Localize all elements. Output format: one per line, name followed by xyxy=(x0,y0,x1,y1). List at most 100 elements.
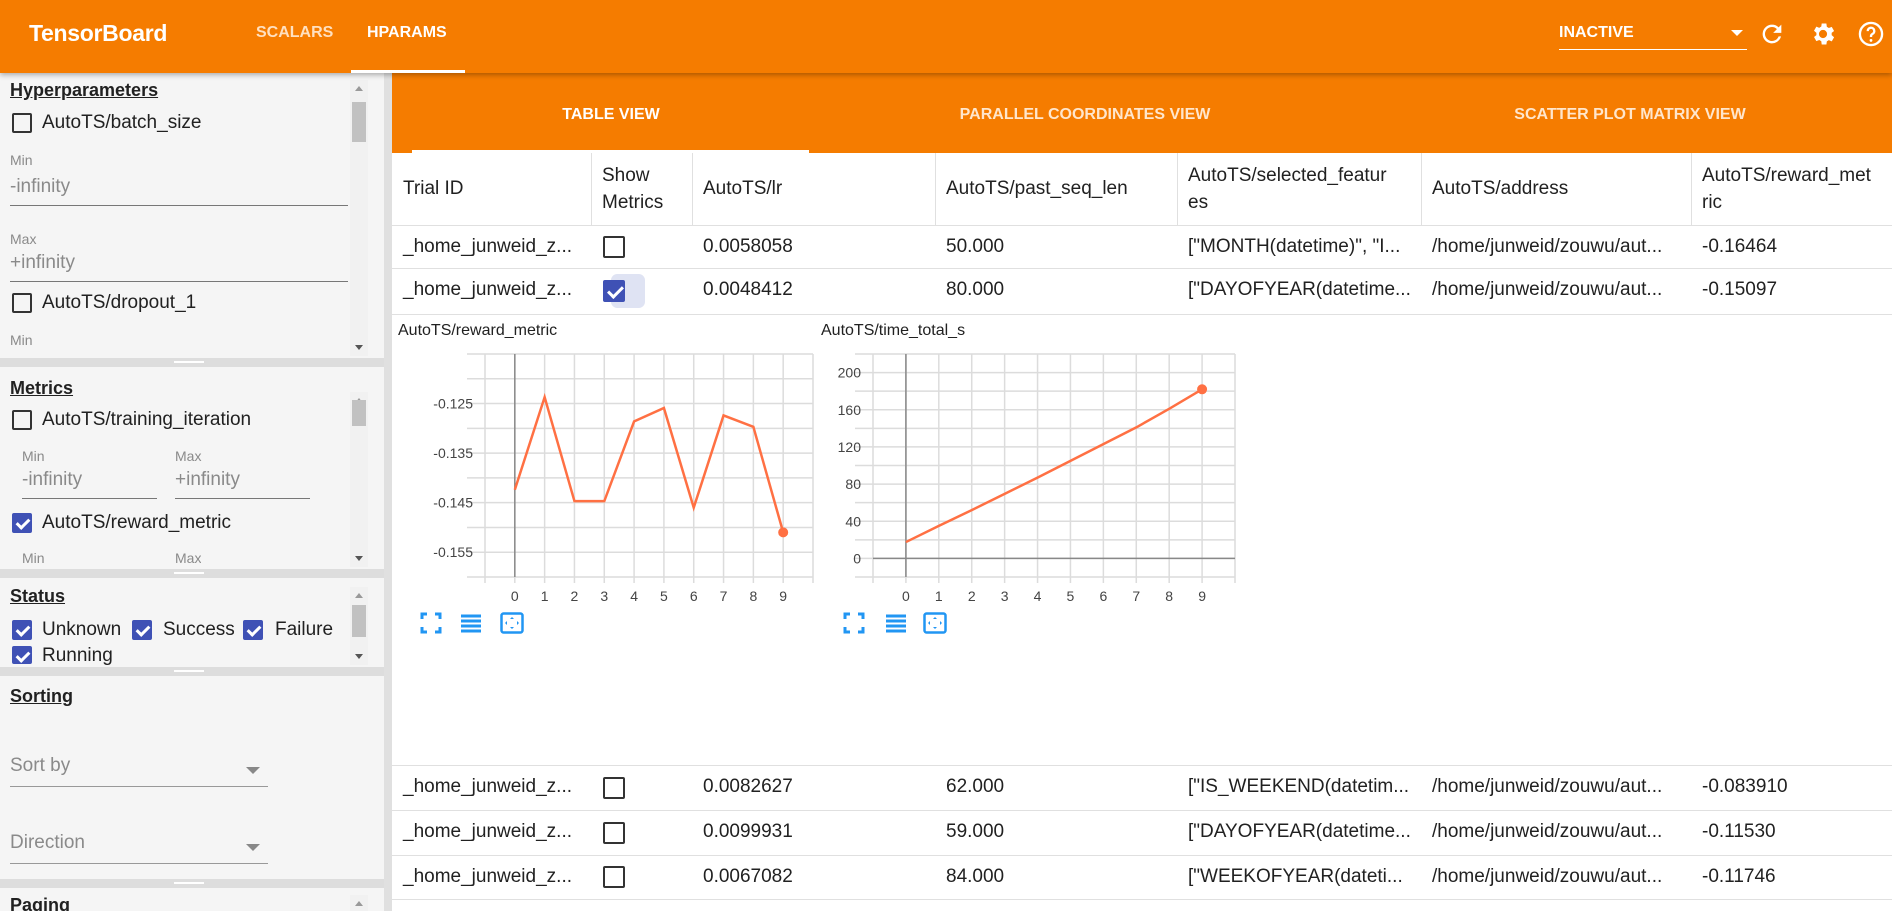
column-header-past-seq-len[interactable]: AutoTS/past_seq_len xyxy=(946,178,1128,199)
y-tick-label: 40 xyxy=(845,513,861,529)
tab-table-view[interactable]: TABLE VIEW xyxy=(562,106,660,123)
settings-icon[interactable] xyxy=(1809,20,1837,48)
x-tick-label: 1 xyxy=(541,588,549,604)
section-resize-handle[interactable] xyxy=(0,358,384,367)
x-tick-label: 6 xyxy=(1099,588,1107,604)
min-label: Min xyxy=(22,550,45,566)
x-tick-label: 7 xyxy=(720,588,728,604)
checkbox-reward-metric[interactable] xyxy=(12,513,32,533)
tab-parallel-coordinates-view[interactable]: PARALLEL COORDINATES VIEW xyxy=(959,106,1211,123)
column-header-address[interactable]: AutoTS/address xyxy=(1432,178,1569,199)
x-tick-label: 4 xyxy=(1034,588,1042,604)
active-tab-indicator xyxy=(351,70,465,73)
cell-reward: -0.15097 xyxy=(1702,279,1778,300)
x-tick-label: 0 xyxy=(902,588,910,604)
cell-lr: 0.0099931 xyxy=(703,821,793,842)
show-metrics-checkbox[interactable] xyxy=(603,821,625,844)
status-label: Unknown xyxy=(42,619,122,640)
section-resize-handle[interactable] xyxy=(0,667,384,676)
batch-size-max-input[interactable]: +infinity xyxy=(10,252,348,282)
hparam-label: AutoTS/batch_size xyxy=(42,112,202,133)
nav-tab-hparams[interactable]: HPARAMS xyxy=(367,24,447,41)
cell-lr: 0.0082627 xyxy=(703,776,793,797)
view-tabs: TABLE VIEW PARALLEL COORDINATES VIEW SCA… xyxy=(392,73,1892,153)
checkbox-status-failure[interactable] xyxy=(243,620,263,640)
show-metrics-checkbox[interactable] xyxy=(603,280,625,302)
status-heading: Status xyxy=(10,586,66,606)
row-divider xyxy=(392,810,1892,811)
nav-tab-scalars[interactable]: SCALARS xyxy=(256,24,334,41)
show-metrics-checkbox[interactable] xyxy=(603,866,625,888)
x-tick-label: 4 xyxy=(630,588,638,604)
cell-address: /home/junweid/zouwu/aut... xyxy=(1432,866,1663,887)
x-tick-label: 6 xyxy=(690,588,698,604)
show-metrics-checkbox[interactable] xyxy=(603,235,625,258)
cell-past-seq-len: 84.000 xyxy=(946,866,1005,887)
cell-reward: -0.16464 xyxy=(1702,236,1778,257)
section-resize-handle[interactable] xyxy=(0,879,384,888)
row-divider xyxy=(392,225,1892,226)
cell-reward: -0.11530 xyxy=(1702,821,1776,842)
training-iteration-min-input[interactable]: -infinity xyxy=(22,469,157,499)
run-status-select[interactable]: INACTIVE xyxy=(1559,18,1747,50)
fullscreen-icon[interactable] xyxy=(419,611,443,635)
checkbox-status-unknown[interactable] xyxy=(12,620,32,640)
metrics-scrollbar[interactable] xyxy=(350,392,368,567)
checkbox-training-iteration[interactable] xyxy=(12,410,32,430)
reward-metric-chart: -0.125 -0.135 -0.145 -0.155 0 1 2 3 4 5 6 7 8 9 xyxy=(433,353,814,604)
refresh-icon[interactable] xyxy=(1758,20,1786,48)
status-scrollbar[interactable] xyxy=(350,587,368,665)
tab-scatter-plot-matrix-view[interactable]: SCATTER PLOT MATRIX VIEW xyxy=(1514,106,1746,123)
cell-address: /home/junweid/zouwu/aut... xyxy=(1432,279,1663,300)
checkbox-dropout-1[interactable] xyxy=(12,293,32,313)
toggle-log-scale-icon[interactable] xyxy=(884,611,908,635)
help-icon[interactable] xyxy=(1857,20,1885,48)
cell-reward: -0.083910 xyxy=(1702,776,1788,797)
cell-address: /home/junweid/zouwu/aut... xyxy=(1432,236,1663,257)
cell-address: /home/junweid/zouwu/aut... xyxy=(1432,776,1663,797)
column-header-trial-id[interactable]: Trial ID xyxy=(403,178,464,199)
x-tick-label: 2 xyxy=(968,588,976,604)
min-label: Min xyxy=(22,448,45,464)
fit-domain-icon[interactable] xyxy=(500,611,524,635)
hyperparameters-heading: Hyperparameters xyxy=(10,80,159,100)
batch-size-min-input[interactable]: -infinity xyxy=(10,176,348,206)
sort-by-select[interactable]: Sort by xyxy=(10,755,268,787)
toggle-log-scale-icon[interactable] xyxy=(459,611,483,635)
max-label: Max xyxy=(175,448,202,464)
x-tick-label: 0 xyxy=(511,588,519,604)
fullscreen-icon[interactable] xyxy=(842,611,866,635)
sorting-heading: Sorting xyxy=(10,686,73,706)
metrics-heading: Metrics xyxy=(10,378,74,398)
sidebar-resize-gutter[interactable] xyxy=(384,73,392,911)
direction-select[interactable]: Direction xyxy=(10,832,268,864)
column-header-selected-features[interactable]: AutoTS/selected_featur es xyxy=(1188,165,1387,213)
cell-reward: -0.11746 xyxy=(1702,866,1776,887)
paging-scrollbar[interactable] xyxy=(350,895,368,911)
column-header-show-metrics[interactable]: Show Metrics xyxy=(602,165,664,213)
training-iteration-max-input[interactable]: +infinity xyxy=(175,469,310,499)
y-tick-label: 120 xyxy=(838,439,862,455)
column-header-lr[interactable]: AutoTS/lr xyxy=(703,178,783,199)
x-tick-label: 5 xyxy=(660,588,668,604)
row-divider xyxy=(392,855,1892,856)
hyperparameters-scrollbar[interactable] xyxy=(350,80,368,356)
run-status-value: INACTIVE xyxy=(1559,24,1634,41)
series-line xyxy=(905,388,1203,544)
checkbox-status-success[interactable] xyxy=(132,620,152,640)
fit-domain-icon[interactable] xyxy=(923,611,947,635)
y-tick-label: 160 xyxy=(838,402,862,418)
y-tick-label: 80 xyxy=(845,476,861,492)
last-point-marker xyxy=(778,527,789,538)
column-header-reward-metric[interactable]: AutoTS/reward_met ric xyxy=(1702,165,1871,213)
checkbox-batch-size[interactable] xyxy=(12,113,32,133)
show-metrics-checkbox[interactable] xyxy=(603,776,625,799)
checkbox-status-running[interactable] xyxy=(12,646,32,664)
chevron-down-icon xyxy=(246,844,260,851)
section-resize-handle[interactable] xyxy=(0,569,384,578)
chart-title: AutoTS/time_total_s xyxy=(821,322,966,339)
sidebar xyxy=(0,73,384,911)
x-tick-label: 8 xyxy=(1165,588,1173,604)
cell-features: ["DAYOFYEAR(datetime... xyxy=(1188,821,1411,842)
x-tick-label: 9 xyxy=(779,588,787,604)
